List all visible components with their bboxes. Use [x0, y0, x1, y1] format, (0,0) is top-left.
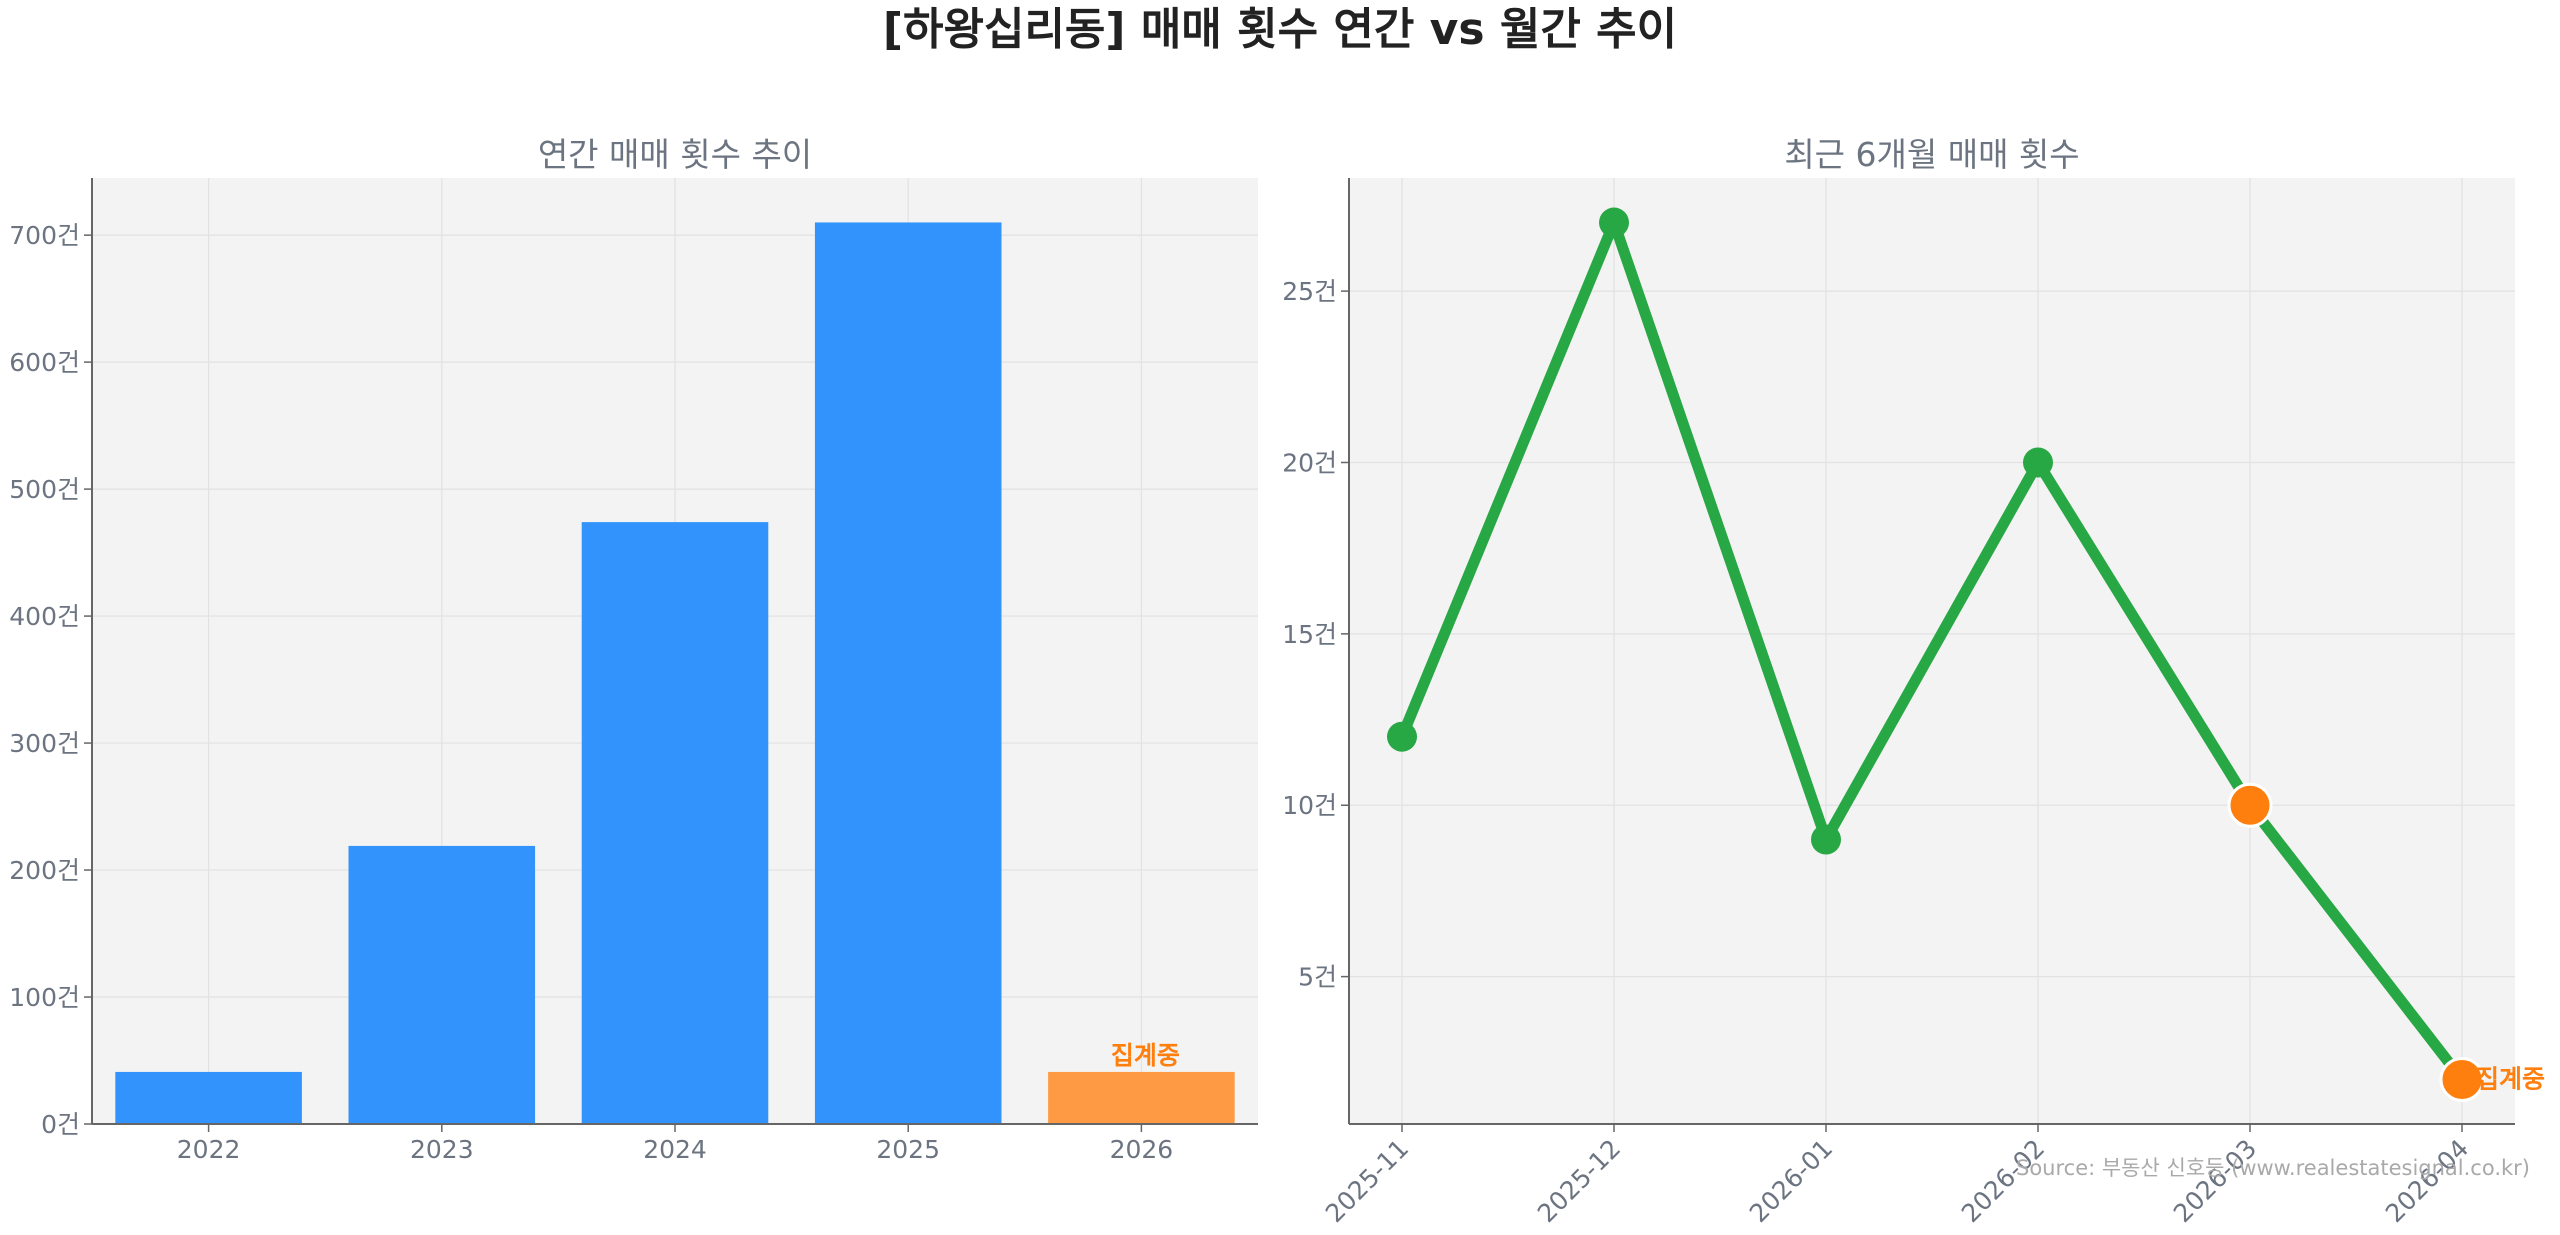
bar-y-tick-label: 200건	[9, 856, 80, 885]
bar-2025	[814, 222, 1002, 1125]
line-y-tick-label: 5건	[1298, 963, 1337, 992]
bar-2024	[581, 522, 769, 1124]
bar-y-tick-label: 500건	[9, 475, 80, 504]
line-point-2026-02	[2023, 447, 2053, 478]
bar-y-tick-label: 300건	[9, 729, 80, 758]
line-x-tick-label: 2026-04	[2380, 1134, 2474, 1228]
line-x-tick-label: 2025-11	[1320, 1134, 1414, 1228]
line-point-2025-12	[1599, 207, 1629, 238]
source-note: Source: 부동산 신호등 (www.realestatesignal.co…	[2016, 1156, 2530, 1180]
bar-2022	[115, 1071, 302, 1124]
bar-x-tick-label: 2026	[1110, 1135, 1174, 1164]
line-point-highlight-2026-03	[2227, 782, 2273, 828]
line-x-tick-label: 2026-01	[1744, 1134, 1838, 1228]
line-x-tick-label: 2026-03	[2168, 1134, 2262, 1228]
bar-annotation: 집계중	[1111, 1041, 1180, 1070]
line-y-tick-label: 20건	[1282, 448, 1337, 477]
line-y-tick-label: 10건	[1282, 791, 1337, 820]
bar-chart-title: 연간 매매 횟수 추이	[538, 135, 812, 174]
line-x-tick-label: 2025-12	[1532, 1134, 1626, 1228]
bar-y-tick-label: 0건	[41, 1110, 80, 1139]
bar-2023	[348, 845, 536, 1124]
bar-x-tick-label: 2024	[643, 1135, 707, 1164]
bar-x-tick-label: 2023	[410, 1135, 474, 1164]
line-annotation: 집계중	[2476, 1064, 2545, 1093]
line-y-tick-label: 15건	[1282, 620, 1337, 649]
line-chart-panel: 최근 6개월 매매 횟수 5건 10건 15건 20건 25건 2025-11 2025-1…	[1282, 135, 2545, 1228]
bar-x-tick-label: 2025	[876, 1135, 940, 1164]
bar-2026	[1048, 1071, 1235, 1124]
line-x-tick-label: 2026-02	[1956, 1134, 2050, 1228]
line-point-2025-11	[1387, 721, 1417, 752]
line-point-highlight-2026-04	[2439, 1056, 2485, 1102]
bar-y-tick-label: 700건	[9, 221, 80, 250]
bar-y-tick-label: 400건	[9, 602, 80, 631]
line-y-tick-label: 25건	[1282, 277, 1337, 306]
bar-x-tick-label: 2022	[177, 1135, 241, 1164]
main-title: [하왕십리동] 매매 횟수 연간 vs 월간 추이	[882, 4, 1678, 55]
line-series	[1396, 217, 2468, 1085]
line-chart-title: 최근 6개월 매매 횟수	[1784, 135, 2079, 174]
bar-y-tick-label: 600건	[9, 348, 80, 377]
bar-chart-panel: 연간 매매 횟수 추이 집계중 0건 100건 200건 300건 400건 500건 600…	[9, 135, 1258, 1164]
line-point-2026-01	[1811, 824, 1841, 855]
bar-y-tick-label: 100건	[9, 983, 80, 1012]
